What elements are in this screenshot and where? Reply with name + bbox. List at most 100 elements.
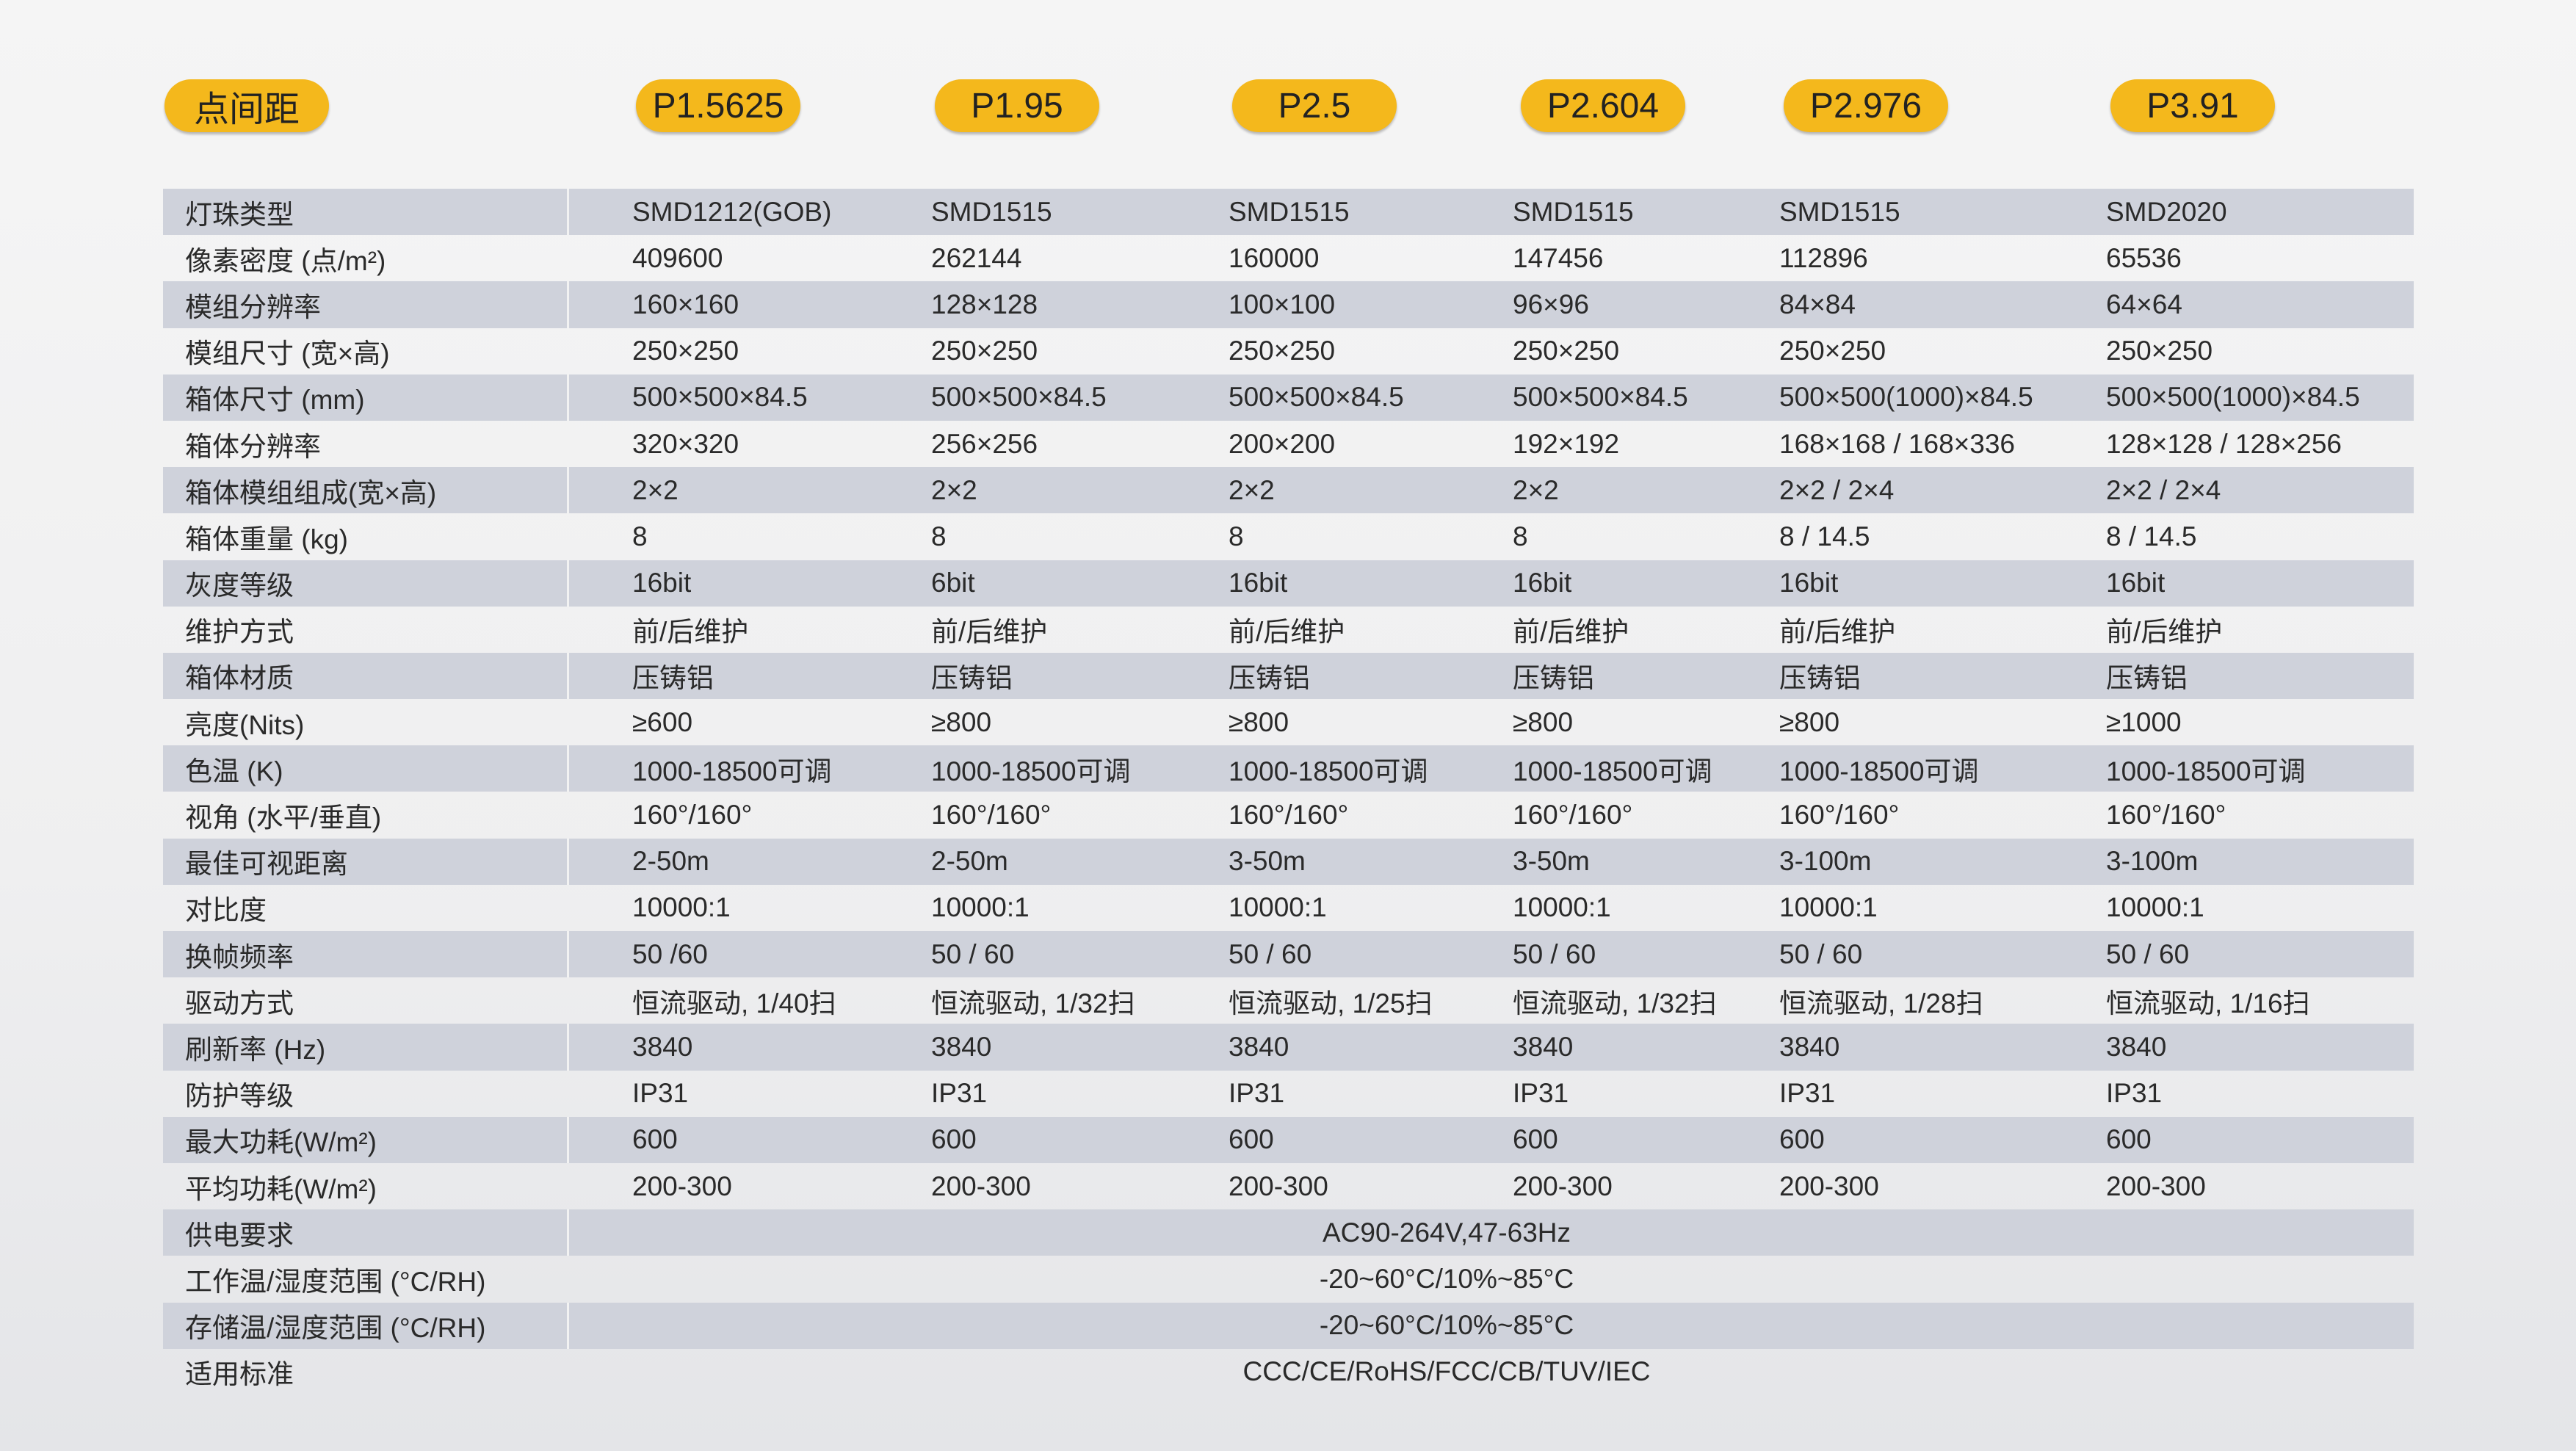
- table-cell: 2×2 / 2×4: [1779, 474, 1895, 505]
- table-cell: 50 / 60: [2106, 938, 2190, 969]
- table-cell: 3840: [931, 1031, 992, 1062]
- model-name: P2.5: [1278, 86, 1351, 126]
- table-cell: 192×192: [1513, 428, 1620, 459]
- spec-table: 灯珠类型 SMD1212(GOB) SMD1515 SMD1515 SMD1515 SMD…: [163, 189, 2414, 1395]
- table-row: 箱体重量 (kg) 8 8 8 8 8 / 14.5 8 / 14.5: [163, 513, 2414, 560]
- table-cell: SMD1515: [1513, 196, 1634, 227]
- table-cell: 16bit: [2106, 568, 2166, 598]
- table-cell: 200-300: [1229, 1170, 1328, 1201]
- table-cell: 10000:1: [1229, 892, 1327, 923]
- row-label: 对比度: [185, 895, 267, 926]
- table-row: 存储温/湿度范围 (°C/RH) -20~60°C/10%~85°C: [163, 1302, 2414, 1349]
- table-cell: 10000:1: [1779, 892, 1878, 923]
- table-cell: 600: [1513, 1124, 1558, 1155]
- table-cell: IP31: [1513, 1078, 1569, 1109]
- table-cell: 恒流驱动, 1/16扫: [2106, 988, 2310, 1018]
- table-cell: 50 / 60: [1229, 938, 1312, 969]
- table-row: 最佳可视距离 2-50m 2-50m 3-50m 3-50m 3-100m 3-100m: [163, 838, 2414, 885]
- table-cell: 2×2: [931, 474, 977, 505]
- table-cell: IP31: [931, 1078, 988, 1109]
- table-cell: 160×160: [632, 289, 739, 319]
- row-label: 适用标准: [185, 1359, 294, 1390]
- row-label: 换帧频率: [163, 931, 569, 978]
- model-name: P3.91: [2146, 86, 2239, 126]
- table-cell: 2×2: [1513, 474, 1559, 505]
- model-pill: P3.91: [2110, 79, 2275, 132]
- table-cell: 3-50m: [1513, 846, 1590, 877]
- table-cell: 前/后维护: [1513, 617, 1629, 648]
- table-cell: 前/后维护: [632, 617, 749, 648]
- table-cell: 1000-18500可调: [931, 756, 1131, 786]
- table-cell: 200×200: [1229, 428, 1336, 459]
- table-row: 箱体分辨率 320×320 256×256 200×200 192×192 168×168…: [163, 421, 2414, 467]
- table-cell: IP31: [1229, 1078, 1285, 1109]
- table-cell: 16bit: [1229, 568, 1288, 598]
- table-cell: ≥800: [931, 706, 992, 737]
- table-cell: 16bit: [1513, 568, 1572, 598]
- table-cell: 160°/160°: [2106, 800, 2226, 831]
- table-cell: 500×500(1000)×84.5: [2106, 382, 2360, 413]
- table-cell: 压铸铝: [632, 663, 714, 694]
- row-label: 亮度(Nits): [185, 709, 305, 740]
- row-label: 供电要求: [163, 1209, 569, 1256]
- table-row: 像素密度 (点/m²) 409600 262144 160000 147456 11289…: [163, 235, 2414, 281]
- row-label: 工作温/湿度范围 (°C/RH): [185, 1266, 486, 1297]
- table-cell: 160°/160°: [1513, 800, 1633, 831]
- table-cell: 250×250: [1513, 336, 1620, 366]
- table-cell: 1000-18500可调: [1513, 756, 1712, 786]
- table-cell: 1000-18500可调: [2106, 756, 2306, 786]
- table-cell: 250×250: [632, 336, 739, 366]
- table-row: 防护等级 IP31 IP31 IP31 IP31 IP31 IP31: [163, 1071, 2414, 1117]
- table-cell: 8 / 14.5: [1779, 521, 1870, 551]
- row-label: 刷新率 (Hz): [163, 1024, 569, 1071]
- table-cell: 10000:1: [632, 892, 731, 923]
- model-pill: P1.95: [935, 79, 1099, 132]
- table-cell: 压铸铝: [1779, 663, 1861, 694]
- table-cell: 6bit: [931, 568, 975, 598]
- table-cell: 128×128: [931, 289, 1038, 319]
- table-cell: 500×500(1000)×84.5: [1779, 382, 2033, 413]
- table-cell: 压铸铝: [2106, 663, 2188, 694]
- table-cell: 160000: [1229, 242, 1320, 273]
- table-cell: 10000:1: [931, 892, 1030, 923]
- table-cell: SMD1515: [1779, 196, 1900, 227]
- table-cell: 10000:1: [2106, 892, 2204, 923]
- table-cell: ≥800: [1513, 706, 1574, 737]
- table-cell: 250×250: [1779, 336, 1886, 366]
- row-label: 箱体尺寸 (mm): [163, 374, 569, 421]
- table-cell: 1000-18500可调: [632, 756, 832, 786]
- table-cell: SMD1515: [1229, 196, 1350, 227]
- table-cell: SMD1515: [931, 196, 1052, 227]
- table-cell: IP31: [632, 1078, 689, 1109]
- table-cell: 262144: [931, 242, 1022, 273]
- merged-cell: CCC/CE/RoHS/FCC/CB/TUV/IEC: [1242, 1356, 1651, 1387]
- table-cell: 84×84: [1779, 289, 1856, 319]
- table-row: 模组尺寸 (宽×高) 250×250 250×250 250×250 250×250 25…: [163, 328, 2414, 374]
- model-name: P1.5625: [652, 86, 784, 126]
- table-cell: 压铸铝: [1229, 663, 1310, 694]
- table-cell: 600: [1779, 1124, 1825, 1155]
- table-cell: 前/后维护: [1229, 617, 1345, 648]
- table-cell: 200-300: [1513, 1170, 1613, 1201]
- table-cell: 前/后维护: [1779, 617, 1896, 648]
- row-label: 箱体模组组成(宽×高): [163, 467, 569, 514]
- table-cell: 压铸铝: [931, 663, 1013, 694]
- table-row: 最大功耗(W/m²) 600 600 600 600 600 600: [163, 1116, 2414, 1163]
- table-cell: 2×2: [1229, 474, 1275, 505]
- table-cell: 256×256: [931, 428, 1038, 459]
- merged-cell: AC90-264V,47-63Hz: [1322, 1217, 1571, 1248]
- table-cell: 50 / 60: [931, 938, 1015, 969]
- table-cell: 200-300: [931, 1170, 1031, 1201]
- row-label: 箱体重量 (kg): [185, 524, 348, 554]
- model-pill: P2.604: [1521, 79, 1685, 132]
- table-cell: 160°/160°: [632, 800, 753, 831]
- model-pill: P1.5625: [636, 79, 800, 132]
- row-label: 模组分辨率: [163, 281, 569, 328]
- table-cell: 16bit: [1779, 568, 1839, 598]
- header-label: 点间距: [193, 90, 300, 129]
- table-cell: IP31: [1779, 1078, 1836, 1109]
- table-row: 供电要求 AC90-264V,47-63Hz: [163, 1209, 2414, 1256]
- table-cell: 64×64: [2106, 289, 2182, 319]
- table-cell: 147456: [1513, 242, 1604, 273]
- table-cell: SMD2020: [2106, 196, 2227, 227]
